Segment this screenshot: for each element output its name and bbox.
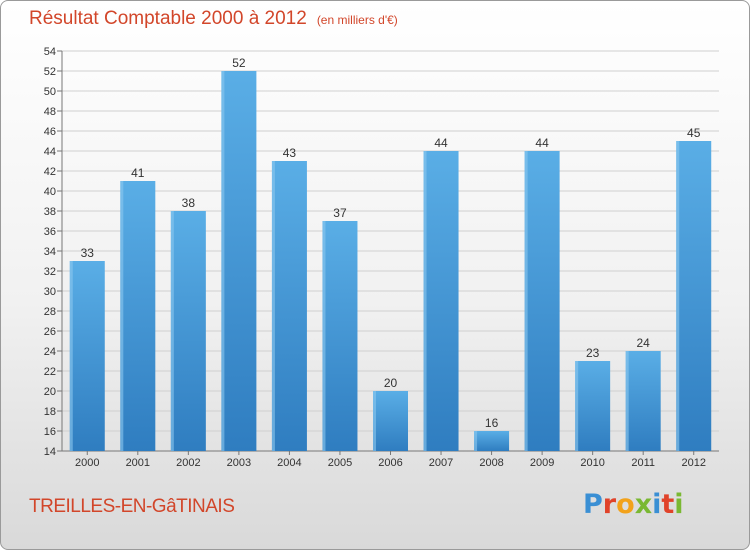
- value-label-2010: 23: [586, 346, 600, 360]
- value-label-2001: 41: [131, 166, 145, 180]
- x-tick-label-2000: 2000: [75, 457, 99, 469]
- y-tick-label: 32: [44, 266, 56, 278]
- x-tick-label-2004: 2004: [277, 457, 301, 469]
- bar-2000: [69, 261, 105, 451]
- y-tick-label: 42: [44, 166, 56, 178]
- bar-2005: [322, 221, 358, 451]
- bar-highlight: [373, 391, 376, 451]
- value-label-2012: 45: [687, 126, 701, 140]
- x-tick-label-2005: 2005: [328, 457, 352, 469]
- y-tick-label: 30: [44, 286, 56, 298]
- bar-2011: [625, 351, 661, 451]
- value-label-2008: 16: [485, 416, 499, 430]
- logo-letter: P: [583, 489, 603, 520]
- y-tick-label: 36: [44, 226, 56, 238]
- bar-highlight: [221, 71, 225, 451]
- bar-highlight: [524, 151, 528, 451]
- x-tick-label-2009: 2009: [530, 457, 554, 469]
- bar-highlight: [625, 351, 629, 451]
- y-tick-label: 44: [44, 146, 56, 158]
- bar-2001: [120, 181, 156, 451]
- bar-highlight: [575, 361, 579, 451]
- bar-2009: [524, 151, 560, 451]
- proxiti-logo: Proxiti: [583, 489, 684, 520]
- bars: [69, 71, 712, 451]
- logo-letter: i: [674, 489, 684, 520]
- logo-letter: x: [634, 489, 653, 520]
- bar-2008: [474, 431, 510, 451]
- y-tick-label: 54: [44, 46, 56, 58]
- bar-highlight: [69, 261, 73, 451]
- logo-letter: t: [661, 489, 675, 520]
- x-tick-label-2001: 2001: [126, 457, 150, 469]
- commune-name: TREILLES-EN-GâTINAIS: [29, 496, 235, 517]
- bar-2002: [170, 211, 206, 451]
- x-tick-label-2011: 2011: [631, 457, 655, 469]
- y-tick-label: 28: [44, 306, 56, 318]
- value-label-2000: 33: [81, 246, 95, 260]
- labels: 14 16 18 20 22 24 26 28 30 32 34 36 38 40 42 44 46 48 50 52…: [44, 46, 706, 469]
- value-label-2004: 43: [283, 146, 297, 160]
- y-tick-label: 26: [44, 326, 56, 338]
- bar-2004: [271, 161, 307, 451]
- bar-2010: [575, 361, 611, 451]
- bar-highlight: [271, 161, 275, 451]
- x-tick-label-2008: 2008: [479, 457, 503, 469]
- y-tick-label: 24: [44, 346, 56, 358]
- value-label-2003: 52: [232, 56, 246, 70]
- y-tick-label: 40: [44, 186, 56, 198]
- logo-letter: r: [602, 489, 617, 520]
- y-tick-label: 48: [44, 106, 56, 118]
- chart-subtitle: (en milliers d'€): [316, 13, 398, 27]
- y-tick-label: 22: [44, 366, 56, 378]
- bar-highlight: [170, 211, 174, 451]
- y-tick-label: 50: [44, 86, 56, 98]
- y-tick-label: 34: [44, 246, 56, 258]
- y-tick-label: 16: [44, 426, 56, 438]
- y-tick-label: 14: [44, 446, 56, 458]
- x-tick-label-2002: 2002: [176, 457, 200, 469]
- y-tick-label: 38: [44, 206, 56, 218]
- y-tick-label: 20: [44, 386, 56, 398]
- bar-2012: [676, 141, 712, 451]
- y-tick-label: 46: [44, 126, 56, 138]
- bar-2006: [373, 391, 408, 451]
- y-tick-label: 18: [44, 406, 56, 418]
- x-tick-label-2010: 2010: [580, 457, 604, 469]
- bar-2007: [423, 151, 459, 451]
- y-tick-label: 52: [44, 66, 56, 78]
- logo-letter: i: [652, 489, 662, 520]
- bar-highlight: [474, 431, 478, 451]
- value-label-2009: 44: [535, 136, 549, 150]
- value-label-2002: 38: [182, 196, 196, 210]
- bar-2003: [221, 71, 257, 451]
- value-label-2011: 24: [637, 336, 651, 350]
- bar-highlight: [120, 181, 124, 451]
- value-label-2005: 37: [333, 206, 347, 220]
- bar-highlight: [676, 141, 680, 451]
- chart-title-text: Résultat Comptable 2000 à 2012: [29, 8, 307, 29]
- chart-title: Résultat Comptable 2000 à 2012 (en millie…: [29, 8, 398, 30]
- value-label-2006: 20: [384, 376, 398, 390]
- logo-letter: o: [616, 489, 635, 520]
- bar-highlight: [322, 221, 326, 451]
- bar-highlight: [423, 151, 427, 451]
- value-label-2007: 44: [434, 136, 448, 150]
- x-tick-label-2006: 2006: [378, 457, 402, 469]
- x-tick-label-2012: 2012: [681, 457, 705, 469]
- x-tick-label-2003: 2003: [227, 457, 251, 469]
- x-tick-label-2007: 2007: [429, 457, 453, 469]
